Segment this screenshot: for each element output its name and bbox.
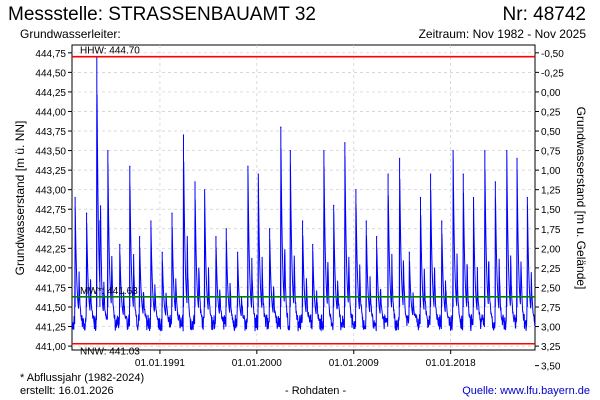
- data-point: [408, 251, 410, 253]
- y-tick-label: 443,75: [35, 127, 66, 138]
- data-point: [280, 126, 282, 128]
- reference-line-label: HHW: 444.70: [80, 46, 140, 57]
- y-tick-label: 444,50: [35, 68, 66, 79]
- station-number: Nr: 48742: [502, 4, 586, 25]
- y-tick-label: 442,50: [35, 225, 66, 236]
- data-point: [484, 149, 486, 152]
- data-point: [494, 181, 496, 183]
- data-point: [215, 236, 217, 238]
- y2-tick-label: 2,00: [541, 244, 561, 255]
- data-point: [107, 149, 109, 152]
- data-point: [506, 149, 508, 152]
- data-point: [237, 251, 239, 253]
- raw-data-label: - Rohdaten -: [285, 385, 347, 397]
- x-tick-label: 01.01.2018: [426, 358, 476, 369]
- data-point: [257, 173, 259, 175]
- data-point: [119, 243, 121, 246]
- data-point: [399, 157, 401, 159]
- y-tick-label: 444,75: [35, 49, 66, 60]
- data-point: [247, 165, 249, 167]
- y-tick-label: 444,25: [35, 88, 66, 99]
- data-point: [171, 212, 173, 214]
- created-date: erstellt: 16.01.2026: [20, 385, 114, 397]
- data-point: [355, 189, 357, 191]
- data-point: [269, 228, 271, 230]
- y2-axis-label: Grundwasserstand [m u. Gelände]: [574, 107, 588, 290]
- x-tick-label: 01.01.1991: [135, 358, 185, 369]
- y-tick-label: 444,00: [35, 107, 66, 118]
- data-point: [452, 149, 454, 152]
- y2-tick-label: 0,00: [541, 88, 561, 99]
- data-point: [85, 212, 88, 214]
- period-label: Zeitraum: Nov 1982 - Nov 2025: [418, 27, 586, 41]
- y2-tick-label: 1,25: [541, 186, 561, 197]
- series-line-groundwater: [71, 56, 536, 332]
- y2-tick-label: 2,75: [541, 303, 561, 314]
- data-point: [225, 228, 227, 230]
- y2-tick-label: 1,75: [541, 225, 561, 236]
- data-point: [194, 181, 196, 183]
- data-point: [301, 220, 304, 222]
- y-tick-label: 442,00: [35, 264, 66, 275]
- data-point: [344, 142, 346, 144]
- y-tick-label: 441,00: [35, 342, 66, 353]
- data-point: [441, 220, 443, 222]
- data-point: [472, 196, 475, 199]
- data-point: [429, 173, 432, 175]
- y2-tick-label: 3,50: [541, 362, 561, 373]
- aquifer-label: Grundwasserleiter:: [20, 27, 121, 41]
- data-point: [150, 220, 152, 222]
- data-point: [516, 157, 518, 159]
- y2-tick-label: 2,25: [541, 264, 561, 275]
- y2-tick-label: 0,50: [541, 127, 561, 138]
- y2-tick-label: 3,00: [541, 323, 561, 334]
- y2-tick-label: 1,50: [541, 205, 561, 216]
- plot-area: [71, 44, 536, 351]
- y2-tick-label: 0,25: [541, 107, 561, 118]
- data-point: [323, 149, 325, 152]
- x-tick-label: 01.01.2000: [232, 358, 282, 369]
- y2-tick-label: -0,25: [541, 68, 564, 79]
- data-point: [462, 173, 464, 175]
- y-tick-label: 441,50: [35, 303, 66, 314]
- data-point: [365, 220, 367, 222]
- footnote: * Abflussjahr (1982-2024): [20, 372, 145, 384]
- y-tick-label: 441,75: [35, 283, 66, 294]
- y-tick-label: 442,75: [35, 205, 66, 216]
- y2-tick-label: 2,50: [541, 283, 561, 294]
- y2-tick-label: 0,75: [541, 147, 561, 158]
- data-point: [182, 134, 185, 136]
- y-tick-label: 443,50: [35, 147, 66, 158]
- page-title: Messstelle: STRASSENBAUAMT 32: [8, 4, 316, 25]
- y2-tick-label: 3,25: [541, 342, 561, 353]
- source-link[interactable]: Quelle: www.lfu.bayern.de: [462, 385, 590, 397]
- data-point: [376, 236, 378, 238]
- y2-tick-label: -0,50: [541, 49, 564, 60]
- y-tick-label: 443,25: [35, 166, 66, 177]
- data-point: [99, 220, 101, 222]
- data-point: [312, 243, 314, 246]
- y-axis-label: Grundwasserstand [m ü. NN]: [13, 121, 27, 276]
- data-point: [204, 189, 206, 191]
- data-point: [289, 149, 291, 152]
- reference-line-label: NNW: 441.03: [80, 347, 140, 358]
- y-tick-label: 442,25: [35, 244, 66, 255]
- data-point: [74, 196, 76, 199]
- data-point: [161, 251, 163, 253]
- data-point: [387, 173, 389, 175]
- data-point: [333, 204, 335, 206]
- y2-tick-label: 1,00: [541, 166, 561, 177]
- data-point: [526, 196, 528, 199]
- y-tick-label: 443,00: [35, 186, 66, 197]
- data-point: [419, 196, 422, 199]
- data-point: [129, 165, 131, 167]
- reference-line-label: MW*: 441.63: [80, 286, 138, 297]
- data-point: [138, 236, 141, 238]
- x-tick-label: 01.01.2009: [329, 358, 379, 369]
- y-tick-label: 441,25: [35, 323, 66, 334]
